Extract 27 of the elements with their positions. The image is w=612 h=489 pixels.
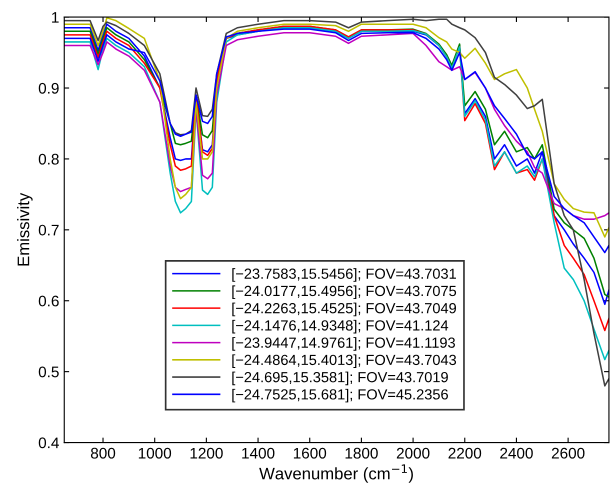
x-tick-label: 1400	[242, 448, 274, 459]
x-tick-label: 2400	[500, 448, 533, 459]
x-tick-label: 1600	[294, 448, 326, 459]
y-tick-label: 0.9	[38, 82, 59, 94]
x-tick-label: 2600	[552, 448, 585, 459]
x-tick-label: 800	[90, 448, 116, 459]
legend-label: [−23.9447,14.9761]; FOV=41.1193	[232, 337, 455, 351]
y-tick-label: 0.5	[38, 366, 59, 378]
y-tick-label: 0.8	[38, 154, 59, 165]
y-tick-label: 0.4	[38, 437, 59, 448]
y-tick-label: 0.6	[38, 296, 59, 306]
legend-label: [−24.695,15.3581]; FOV=43.7019	[232, 372, 448, 386]
x-tick-label: 1800	[346, 448, 378, 459]
legend-label: [−24.7525,15.681]; FOV=45.2356	[232, 388, 448, 402]
x-tick-label: 1200	[190, 448, 223, 459]
y-tick-label: 1	[52, 12, 59, 23]
x-tick-label: 1000	[138, 448, 172, 459]
y-axis-title: Emissivity	[17, 192, 33, 266]
legend-label: [−24.4864,15.4013]; FOV=43.7043	[232, 354, 456, 368]
x-tick-label: 2200	[448, 448, 482, 459]
y-tick-label: 0.7	[38, 224, 59, 236]
legend-label: [−24.2263,15.4525]; FOV=43.7049	[232, 302, 456, 316]
x-tick-label: 2000	[396, 448, 430, 459]
x-axis-title: Wavenumber (cm$^{−1}$)	[259, 464, 413, 483]
legend-label: [−24.0177,15.4956]; FOV=43.7075	[232, 285, 456, 299]
legend-label: [−24.1476,14.9348]; FOV=41.124	[232, 320, 448, 334]
legend-label: [−23.7583,15.5456]; FOV=43.7031	[232, 268, 456, 282]
